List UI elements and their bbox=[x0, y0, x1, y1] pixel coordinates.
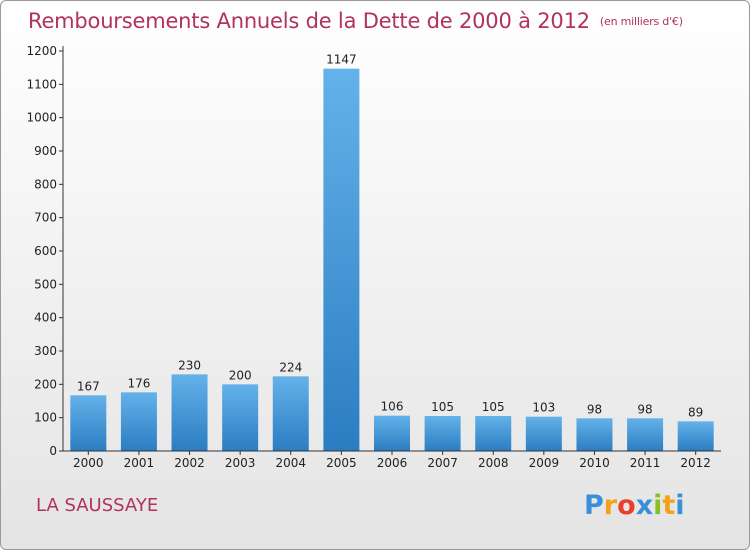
bar-2010 bbox=[576, 418, 613, 451]
bar-2004 bbox=[272, 376, 309, 451]
y-tick-label: 700 bbox=[34, 211, 57, 225]
proxiti-logo: Proxiti bbox=[584, 490, 685, 521]
bar-2002 bbox=[171, 374, 208, 451]
x-tick-label: 2001 bbox=[124, 456, 155, 470]
x-tick-label: 2011 bbox=[630, 456, 661, 470]
data-label: 230 bbox=[178, 358, 201, 372]
data-label: 1147 bbox=[326, 53, 357, 67]
y-tick-label: 1000 bbox=[26, 111, 57, 125]
logo-letter: t bbox=[662, 490, 676, 521]
logo-letter: r bbox=[603, 490, 618, 521]
data-label: 98 bbox=[637, 402, 652, 416]
data-label: 200 bbox=[229, 368, 252, 382]
y-tick-label: 100 bbox=[34, 411, 57, 425]
chart-title: Remboursements Annuels de la Dette de 20… bbox=[28, 9, 683, 33]
bar-2000 bbox=[70, 395, 107, 451]
y-tick-label: 800 bbox=[34, 177, 57, 191]
bar-2009 bbox=[525, 416, 562, 451]
chart-title-text: Remboursements Annuels de la Dette de 20… bbox=[28, 9, 590, 33]
commune-name: LA SAUSSAYE bbox=[36, 495, 159, 516]
y-tick-label: 1200 bbox=[26, 44, 57, 58]
x-tick-label: 2007 bbox=[427, 456, 458, 470]
data-label: 105 bbox=[431, 400, 454, 414]
x-tick-label: 2002 bbox=[174, 456, 205, 470]
data-label: 105 bbox=[482, 400, 505, 414]
bar-2005 bbox=[323, 68, 360, 452]
bar-2001 bbox=[120, 392, 157, 451]
y-tick-label: 600 bbox=[34, 244, 57, 258]
data-label: 89 bbox=[688, 405, 703, 419]
data-label: 98 bbox=[587, 402, 602, 416]
x-tick-label: 2010 bbox=[579, 456, 610, 470]
bar-2003 bbox=[222, 384, 259, 451]
bar-2011 bbox=[627, 418, 664, 451]
data-label: 106 bbox=[381, 400, 404, 414]
bar-2006 bbox=[374, 415, 410, 451]
x-tick-label: 2012 bbox=[680, 456, 711, 470]
y-tick-label: 400 bbox=[34, 311, 57, 325]
logo-letter: P bbox=[584, 490, 604, 521]
x-tick-label: 2006 bbox=[377, 456, 408, 470]
x-tick-label: 2004 bbox=[275, 456, 306, 470]
x-tick-label: 2009 bbox=[529, 456, 560, 470]
bar-2008 bbox=[475, 416, 512, 451]
x-tick-label: 2005 bbox=[326, 456, 357, 470]
y-tick-label: 200 bbox=[34, 377, 57, 391]
bar-2012 bbox=[677, 421, 714, 451]
y-tick-label: 0 bbox=[49, 444, 57, 458]
y-tick-label: 500 bbox=[34, 277, 57, 291]
y-tick-label: 900 bbox=[34, 144, 57, 158]
y-tick-label: 300 bbox=[34, 344, 57, 358]
x-tick-label: 2008 bbox=[478, 456, 509, 470]
x-tick-label: 2003 bbox=[225, 456, 256, 470]
y-tick-label: 1100 bbox=[26, 77, 57, 91]
data-label: 224 bbox=[279, 360, 302, 374]
logo-letter: o bbox=[617, 490, 636, 521]
logo-letter: i bbox=[653, 490, 663, 521]
logo-letter: i bbox=[675, 490, 685, 521]
data-label: 176 bbox=[127, 376, 150, 390]
logo-letter: x bbox=[635, 490, 654, 521]
bar-2007 bbox=[424, 416, 461, 451]
x-tick-label: 2000 bbox=[73, 456, 104, 470]
data-label: 103 bbox=[532, 401, 555, 415]
chart-unit: (en milliers d'€) bbox=[599, 15, 683, 28]
data-label: 167 bbox=[77, 379, 100, 393]
